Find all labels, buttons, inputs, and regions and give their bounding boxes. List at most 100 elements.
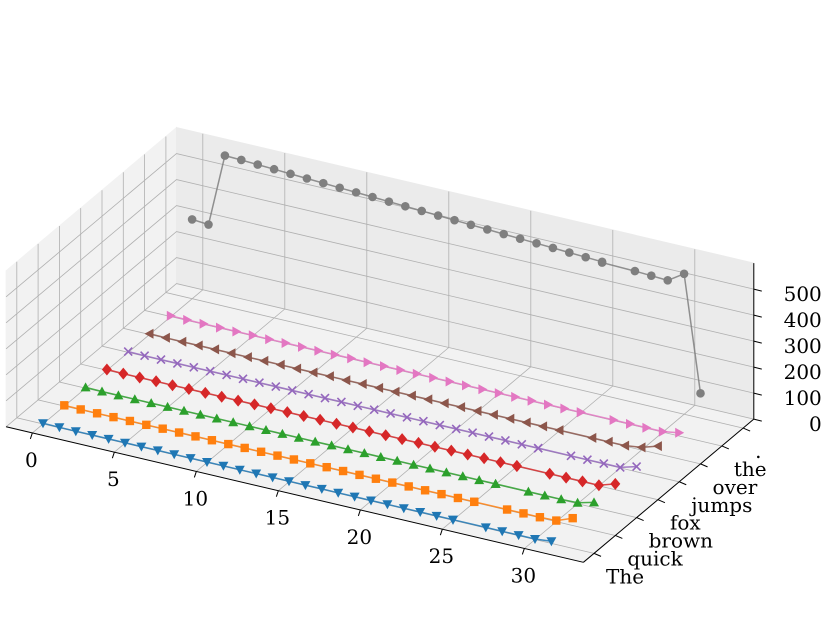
data-point [597, 258, 607, 267]
x-tick-mark [357, 509, 361, 517]
data-point [234, 465, 245, 475]
data-point [515, 234, 525, 243]
data-point [211, 413, 222, 423]
data-point [277, 428, 288, 438]
data-point [453, 493, 463, 503]
data-point [626, 418, 635, 429]
data-point [603, 436, 613, 447]
y-tick-label: the [734, 457, 767, 481]
data-point [599, 458, 609, 469]
data-point [120, 438, 130, 448]
data-point [511, 460, 522, 472]
data-point [386, 408, 396, 419]
data-point [647, 271, 656, 281]
data-point [610, 477, 621, 490]
data-point [620, 440, 630, 451]
data-point [314, 345, 324, 356]
data-point [205, 366, 215, 376]
data-point [363, 357, 373, 368]
data-point [160, 332, 170, 343]
z-tick-label: 500 [784, 282, 822, 306]
data-point [466, 220, 476, 230]
data-point [275, 359, 285, 370]
data-point [167, 379, 178, 392]
data-point [609, 415, 619, 425]
grid-line-z [5, 231, 754, 376]
z-tick-label: 200 [784, 360, 822, 384]
data-point [546, 537, 557, 547]
data-point [513, 531, 524, 541]
data-point [87, 431, 98, 440]
data-point [293, 432, 304, 442]
data-point [38, 419, 48, 429]
z-tick-label: 400 [784, 308, 822, 332]
data-point [448, 515, 458, 525]
series-over-2 [80, 382, 599, 507]
data-point [142, 420, 151, 430]
data-point [158, 424, 167, 433]
data-point [265, 334, 275, 345]
data-point [468, 428, 478, 438]
data-point [632, 461, 642, 472]
data-point [204, 220, 213, 229]
data-point [292, 363, 302, 374]
data-point [355, 470, 364, 480]
data-point [483, 225, 492, 234]
data-point [189, 362, 199, 372]
data-point [538, 421, 548, 432]
series-the-1 [60, 401, 577, 525]
data-point [462, 380, 471, 391]
y-tick-mark [615, 535, 623, 539]
x-tick-mark [111, 452, 115, 459]
data-point [519, 509, 528, 518]
data-point [532, 239, 541, 248]
data-point [582, 455, 592, 465]
data-point [369, 405, 379, 415]
data-point [484, 432, 494, 442]
data-point [54, 423, 65, 433]
data-point [497, 527, 508, 537]
data-point [429, 372, 439, 383]
y-tick-label: The [606, 564, 644, 588]
data-point [216, 322, 225, 333]
x-tick-mark [521, 548, 525, 555]
y-tick-label: . [755, 439, 761, 463]
data-point [320, 393, 330, 403]
x-tick-label: 0 [25, 448, 38, 472]
data-point [218, 461, 229, 471]
data-point [224, 439, 233, 449]
y-axis-line [583, 418, 755, 563]
data-point [560, 403, 570, 414]
z-tick-mark [753, 288, 762, 292]
data-point [554, 425, 564, 436]
data-point [136, 442, 147, 452]
data-point [240, 443, 249, 453]
data-point [304, 389, 314, 399]
data-point [544, 467, 555, 480]
series-quick-6 [166, 310, 685, 438]
data-point [310, 436, 321, 446]
y-tick-mark [700, 463, 708, 468]
data-point [97, 386, 107, 396]
data-point [499, 229, 509, 239]
data-point [384, 197, 394, 206]
series--0 [38, 419, 557, 547]
x-tick-label: 5 [107, 467, 120, 491]
series-The-7 [187, 151, 705, 398]
y-tick-label: jumps [689, 493, 752, 517]
data-point [242, 352, 252, 363]
z-tick-mark [753, 392, 762, 396]
data-point [413, 436, 424, 449]
data-point [382, 500, 393, 510]
data-point [636, 442, 646, 453]
data-point [289, 455, 299, 464]
data-point [527, 395, 537, 406]
data-point [451, 424, 461, 434]
data-point [390, 386, 400, 397]
z-tick-label: 100 [784, 386, 822, 410]
data-point [259, 355, 269, 366]
data-point [273, 451, 282, 460]
data-point [357, 379, 367, 389]
data-point [336, 397, 346, 407]
